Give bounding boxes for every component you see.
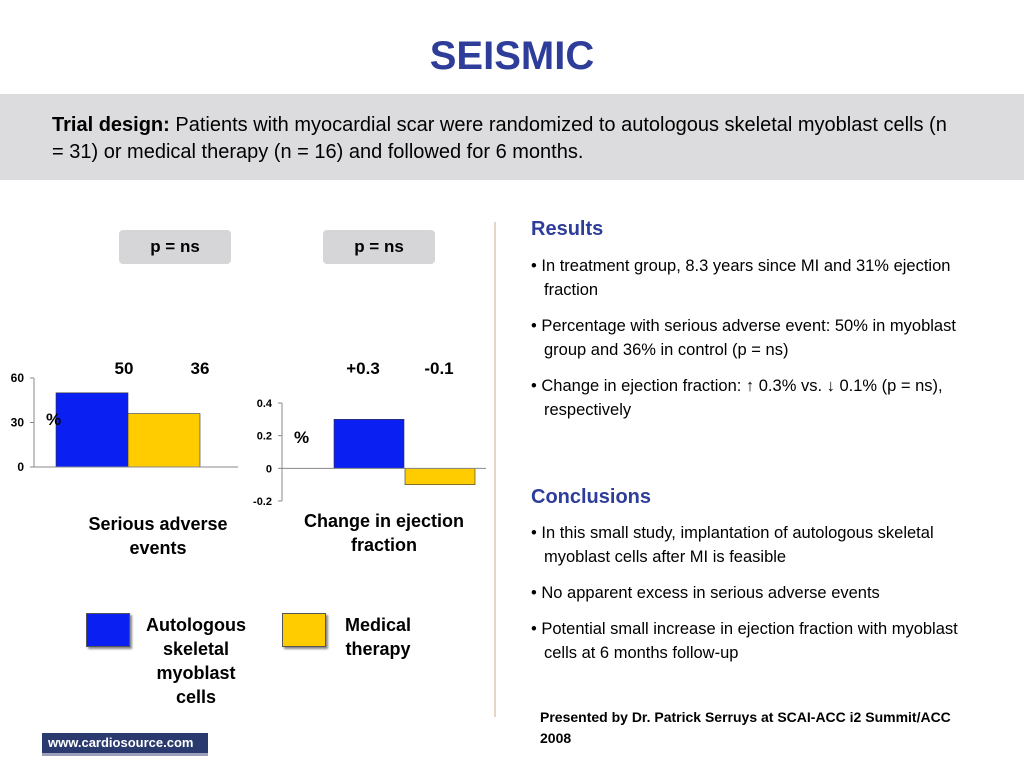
bar-medical-therapy bbox=[404, 468, 476, 485]
y-tick-label: 0.2 bbox=[257, 431, 272, 443]
trial-design-body: Patients with myocardial scar were rando… bbox=[52, 114, 947, 163]
results-list: In treatment group, 8.3 years since MI a… bbox=[531, 254, 971, 434]
chart-title-adverse: Serious adverse events bbox=[88, 514, 228, 558]
data-label: +0.3 bbox=[346, 359, 380, 378]
conclusions-item: No apparent excess in serious adverse ev… bbox=[531, 581, 971, 605]
results-heading: Results bbox=[531, 218, 604, 240]
unit-label: % bbox=[294, 428, 309, 447]
slide-title: SEISMIC bbox=[429, 34, 595, 78]
legend-swatch-myoblast bbox=[86, 613, 130, 647]
conclusions-item: In this small study, implantation of aut… bbox=[531, 521, 971, 569]
presenter-credit: Presented by Dr. Patrick Serruys at SCAI… bbox=[540, 709, 951, 746]
data-label: 36 bbox=[191, 359, 210, 378]
results-item: In treatment group, 8.3 years since MI a… bbox=[531, 254, 971, 302]
conclusions-heading: Conclusions bbox=[531, 486, 652, 508]
legend-swatch-medical bbox=[282, 613, 326, 647]
p-value-box-ejection: p = ns bbox=[323, 230, 435, 264]
trial-design-label: Trial design: bbox=[52, 114, 170, 136]
cardiosource-logo[interactable]: www.cardiosource.com bbox=[42, 733, 208, 756]
bar-myoblast bbox=[55, 392, 129, 468]
conclusions-list: In this small study, implantation of aut… bbox=[531, 521, 971, 677]
y-tick-label: 0.4 bbox=[257, 398, 273, 410]
data-label: -0.1 bbox=[424, 359, 453, 378]
chart-ejection-fraction: -0.2 0 0.2 0.4 +0.3 -0.1% bbox=[253, 359, 486, 508]
legend-label-myoblast: Autologous skeletal myoblast cells bbox=[146, 615, 246, 707]
y-tick-label: 0 bbox=[266, 463, 272, 475]
column-divider bbox=[494, 222, 496, 717]
conclusions-item: Potential small increase in ejection fra… bbox=[531, 617, 971, 665]
bar-myoblast bbox=[333, 419, 405, 469]
trial-design-banner bbox=[0, 94, 1024, 180]
results-item: Percentage with serious adverse event: 5… bbox=[531, 314, 971, 362]
unit-label: % bbox=[46, 410, 61, 429]
results-item: Change in ejection fraction: ↑ 0.3% vs. … bbox=[531, 374, 971, 422]
chart-serious-adverse-events: 0 30 60 50 36% bbox=[11, 359, 238, 474]
bar-medical-therapy bbox=[127, 413, 201, 468]
p-value-box-adverse: p = ns bbox=[119, 230, 231, 264]
y-tick-label: 0 bbox=[17, 460, 24, 474]
chart-title-ejection: Change in ejection fraction bbox=[303, 511, 465, 555]
trial-design-text: Trial design: Patients with myocardial s… bbox=[52, 112, 952, 166]
y-tick-label: -0.2 bbox=[253, 496, 272, 508]
legend-label-medical: Medical therapy bbox=[344, 615, 412, 659]
y-tick-label: 30 bbox=[11, 416, 25, 430]
y-tick-label: 60 bbox=[11, 371, 25, 385]
data-label: 50 bbox=[115, 359, 134, 378]
